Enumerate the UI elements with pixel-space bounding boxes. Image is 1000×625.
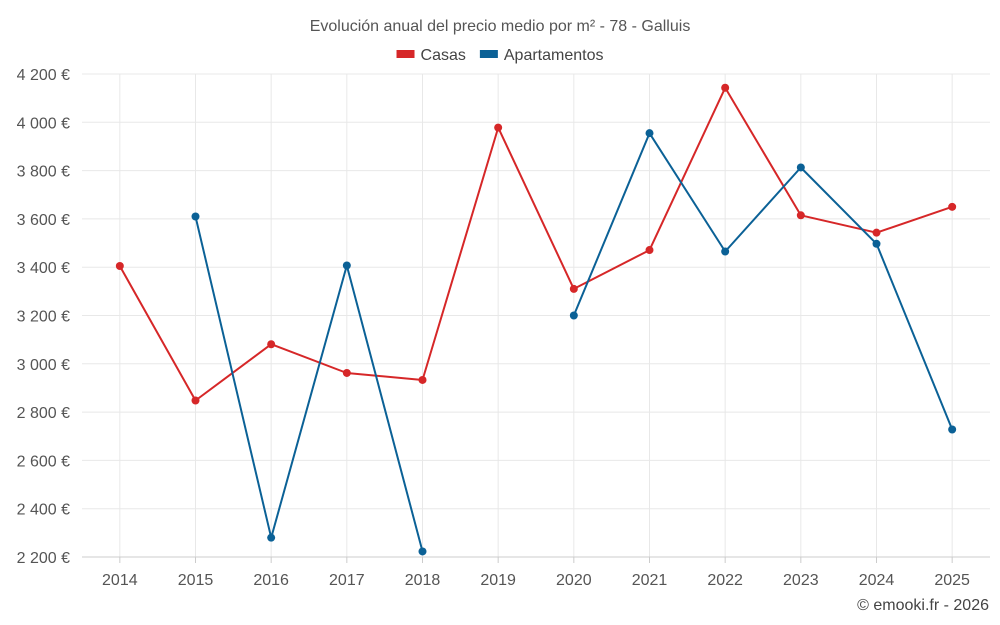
data-point-apartamentos[interactable] xyxy=(645,129,654,138)
x-tick-label: 2016 xyxy=(253,572,289,589)
data-point-casas[interactable] xyxy=(796,211,805,220)
data-point-apartamentos[interactable] xyxy=(948,425,957,434)
x-tick-label: 2021 xyxy=(632,572,668,589)
y-tick-label: 3 200 € xyxy=(17,309,70,326)
series-line-apartamentos xyxy=(194,216,424,552)
x-tick-label: 2025 xyxy=(934,572,970,589)
credit-text: © emooki.fr - 2026 xyxy=(857,597,989,614)
data-point-apartamentos[interactable] xyxy=(267,533,276,542)
data-point-casas[interactable] xyxy=(645,246,654,255)
data-point-casas[interactable] xyxy=(494,123,503,132)
x-tick-label: 2015 xyxy=(178,572,214,589)
data-point-apartamentos[interactable] xyxy=(796,163,805,172)
series-line-casas xyxy=(118,86,953,402)
x-tick-label: 2014 xyxy=(102,572,138,589)
data-point-apartamentos[interactable] xyxy=(569,311,578,320)
y-tick-label: 2 800 € xyxy=(17,405,70,422)
legend[interactable]: Casas Apartamentos xyxy=(396,47,604,64)
legend-item-casas[interactable]: Casas xyxy=(396,47,466,64)
data-point-apartamentos[interactable] xyxy=(191,212,200,221)
data-point-casas[interactable] xyxy=(872,228,881,237)
y-tick-label: 3 000 € xyxy=(17,357,70,374)
series-layer xyxy=(115,83,957,556)
data-point-apartamentos[interactable] xyxy=(872,239,881,248)
y-tick-label: 4 200 € xyxy=(17,67,70,84)
legend-swatch xyxy=(479,50,498,58)
axes: 2 200 € 2 400 € 2 600 € 2 800 € 3 000 € 3 200… xyxy=(17,67,990,589)
series-apartamentos xyxy=(191,129,957,556)
y-tick-label: 2 200 € xyxy=(17,550,70,567)
x-tick-label: 2018 xyxy=(405,572,441,589)
x-tick-label: 2017 xyxy=(329,572,365,589)
data-point-casas[interactable] xyxy=(418,375,427,384)
data-point-casas[interactable] xyxy=(267,340,276,349)
data-point-apartamentos[interactable] xyxy=(342,261,351,270)
series-line-apartamentos xyxy=(572,132,954,430)
data-point-casas[interactable] xyxy=(191,396,200,405)
y-tick-label: 2 600 € xyxy=(17,453,70,470)
y-tick-label: 2 400 € xyxy=(17,502,70,519)
data-point-casas[interactable] xyxy=(721,83,730,92)
data-point-apartamentos[interactable] xyxy=(721,247,730,256)
data-point-casas[interactable] xyxy=(948,202,957,211)
legend-swatch xyxy=(396,50,415,58)
data-point-casas[interactable] xyxy=(115,261,124,270)
data-point-apartamentos[interactable] xyxy=(418,547,427,556)
x-tick-label: 2019 xyxy=(480,572,516,589)
x-tick-label: 2020 xyxy=(556,572,592,589)
y-tick-label: 4 000 € xyxy=(17,115,70,132)
y-tick-label: 3 400 € xyxy=(17,260,70,277)
x-tick-label: 2024 xyxy=(859,572,895,589)
grid xyxy=(82,73,990,557)
data-point-casas[interactable] xyxy=(342,368,351,377)
x-tick-label: 2023 xyxy=(783,572,819,589)
legend-label: Apartamentos xyxy=(504,47,604,64)
y-tick-label: 3 600 € xyxy=(17,212,70,229)
chart-title: Evolución anual del precio medio por m² … xyxy=(310,18,691,35)
legend-label: Casas xyxy=(421,47,466,64)
y-tick-label: 3 800 € xyxy=(17,164,70,181)
legend-item-apartamentos[interactable]: Apartamentos xyxy=(479,47,604,64)
x-tick-label: 2022 xyxy=(707,572,743,589)
data-point-casas[interactable] xyxy=(569,284,578,293)
series-casas xyxy=(115,83,957,405)
